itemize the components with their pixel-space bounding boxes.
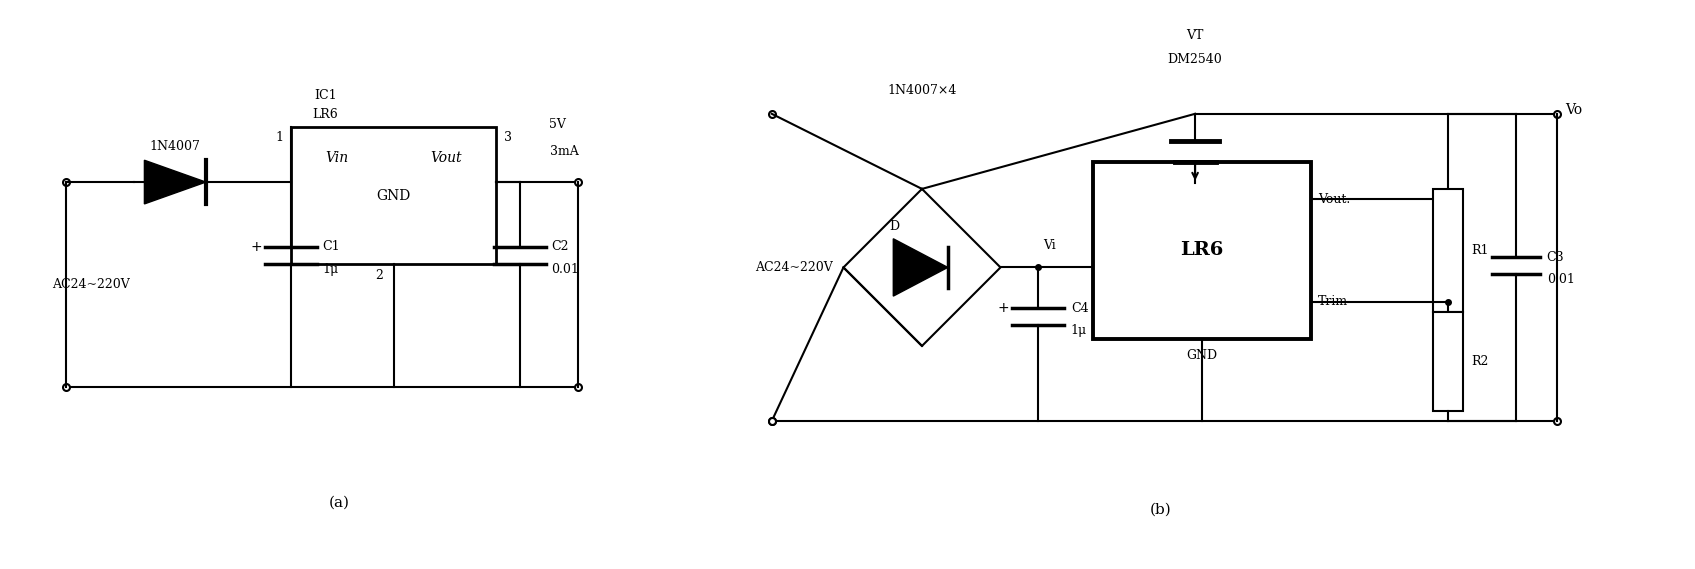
Text: GND: GND — [1186, 349, 1217, 362]
Polygon shape — [144, 160, 205, 182]
Text: Trim: Trim — [1319, 295, 1348, 308]
Text: (b): (b) — [1151, 503, 1171, 517]
Text: C3: C3 — [1548, 251, 1564, 263]
Text: LR6: LR6 — [1180, 241, 1224, 259]
Text: Vout.: Vout. — [1319, 193, 1351, 205]
Text: LR6: LR6 — [312, 108, 339, 121]
Bar — [1093, 162, 1312, 339]
Text: GND: GND — [376, 189, 410, 203]
Text: 1μ: 1μ — [322, 263, 339, 276]
Text: Vo: Vo — [1564, 104, 1583, 117]
Polygon shape — [144, 160, 205, 204]
Text: 1: 1 — [275, 131, 283, 144]
Text: R1: R1 — [1471, 244, 1490, 257]
Text: R2: R2 — [1471, 355, 1488, 368]
Bar — [1432, 312, 1463, 411]
Text: VT: VT — [1186, 29, 1203, 42]
Bar — [1432, 189, 1463, 312]
Text: +: + — [251, 240, 261, 254]
Text: 0.01: 0.01 — [1548, 273, 1575, 286]
Text: 1N4007×4: 1N4007×4 — [886, 84, 956, 97]
Polygon shape — [893, 239, 948, 296]
Bar — [292, 127, 497, 264]
Text: +: + — [997, 302, 1009, 315]
Text: 0.01: 0.01 — [551, 263, 580, 276]
Text: (a): (a) — [329, 496, 349, 510]
Text: AC24~220V: AC24~220V — [53, 278, 131, 291]
Text: 5V: 5V — [549, 118, 566, 131]
Text: 3mA: 3mA — [549, 145, 578, 158]
Text: 1μ: 1μ — [1071, 324, 1086, 337]
Text: AC24~220V: AC24~220V — [754, 261, 832, 274]
Text: Vout: Vout — [431, 151, 463, 165]
Text: 1N4007: 1N4007 — [149, 141, 200, 154]
Text: C4: C4 — [1071, 302, 1088, 315]
Text: 2: 2 — [376, 269, 383, 282]
Text: C2: C2 — [551, 241, 570, 253]
Text: 3: 3 — [503, 131, 512, 144]
Polygon shape — [144, 182, 205, 204]
Text: Vin: Vin — [325, 151, 349, 165]
Text: DM2540: DM2540 — [1168, 53, 1222, 66]
Text: Vi: Vi — [1044, 240, 1056, 253]
Text: C1: C1 — [322, 241, 341, 253]
Text: D: D — [890, 220, 900, 233]
Text: IC1: IC1 — [314, 89, 337, 101]
